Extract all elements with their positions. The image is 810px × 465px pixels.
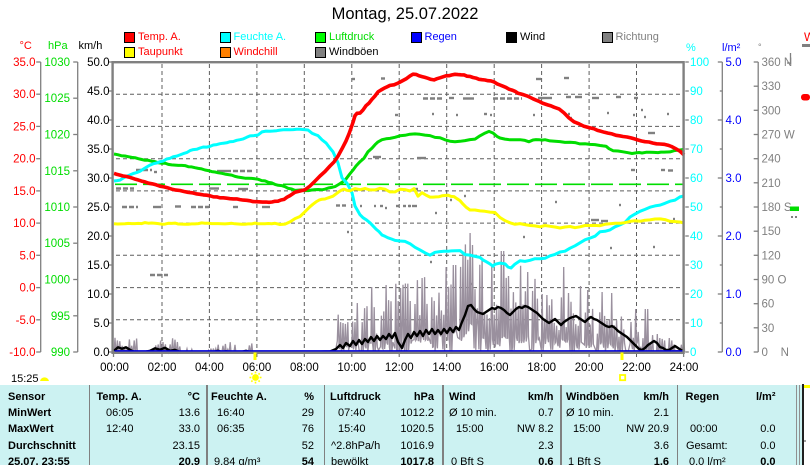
- svg-text:1.0: 1.0: [726, 289, 742, 301]
- svg-text:10: 10: [690, 318, 703, 330]
- svg-text:10.0: 10.0: [13, 218, 35, 230]
- svg-text:270 W: 270 W: [762, 130, 795, 142]
- svg-text:0.0: 0.0: [726, 347, 742, 359]
- svg-text:45.0: 45.0: [87, 86, 109, 98]
- svg-text:15:25: 15:25: [11, 373, 39, 385]
- svg-text:1030: 1030: [44, 57, 70, 69]
- svg-text:12:00: 12:00: [385, 362, 414, 374]
- svg-text:04:00: 04:00: [195, 362, 224, 374]
- svg-text:180 S: 180 S: [762, 202, 792, 214]
- svg-text:150: 150: [762, 226, 781, 238]
- svg-text:40: 40: [690, 231, 703, 243]
- svg-text:22:00: 22:00: [622, 362, 651, 374]
- svg-text:40.0: 40.0: [87, 115, 109, 127]
- svg-text:06:00: 06:00: [242, 362, 271, 374]
- svg-text:90 O: 90 O: [762, 275, 787, 287]
- svg-text:-10.0: -10.0: [9, 347, 35, 359]
- svg-text:4.0: 4.0: [726, 115, 742, 127]
- svg-text:00:00: 00:00: [100, 362, 129, 374]
- svg-text:-5.0: -5.0: [16, 315, 36, 327]
- svg-text:995: 995: [51, 311, 70, 323]
- svg-text:30: 30: [690, 260, 703, 272]
- svg-text:08:00: 08:00: [290, 362, 319, 374]
- svg-text:60: 60: [762, 299, 775, 311]
- svg-text:15.0: 15.0: [13, 186, 35, 198]
- svg-text:2.0: 2.0: [726, 231, 742, 243]
- svg-text:25.0: 25.0: [13, 121, 35, 133]
- svg-text:15.0: 15.0: [87, 260, 109, 272]
- svg-text:240: 240: [762, 154, 781, 166]
- svg-text:300: 300: [762, 105, 781, 117]
- svg-text:35.0: 35.0: [13, 57, 35, 69]
- svg-text:100: 100: [690, 57, 709, 69]
- svg-text:20.0: 20.0: [13, 154, 35, 166]
- svg-text:1000: 1000: [44, 275, 70, 287]
- svg-text:990: 990: [51, 347, 70, 359]
- svg-text:20:00: 20:00: [575, 362, 604, 374]
- svg-text:0 N: 0 N: [762, 347, 789, 359]
- svg-text:35.0: 35.0: [87, 144, 109, 156]
- svg-text:90: 90: [690, 86, 703, 98]
- svg-text:1010: 1010: [44, 202, 70, 214]
- svg-text:1015: 1015: [44, 166, 70, 178]
- svg-text:1020: 1020: [44, 130, 70, 142]
- svg-text:50.0: 50.0: [87, 57, 109, 69]
- svg-text:30: 30: [762, 323, 775, 335]
- svg-text:02:00: 02:00: [148, 362, 177, 374]
- svg-text:5.0: 5.0: [726, 57, 742, 69]
- svg-text:0.0: 0.0: [94, 347, 110, 359]
- svg-text:10.0: 10.0: [87, 289, 109, 301]
- svg-text:30.0: 30.0: [87, 173, 109, 185]
- svg-text:0: 0: [690, 347, 696, 359]
- svg-text:16:00: 16:00: [480, 362, 509, 374]
- svg-text:120: 120: [762, 250, 781, 262]
- svg-text:210: 210: [762, 178, 781, 190]
- svg-text:10:00: 10:00: [337, 362, 366, 374]
- svg-text:25.0: 25.0: [87, 202, 109, 214]
- svg-text:W: W: [804, 32, 810, 44]
- svg-text:24:00: 24:00: [670, 362, 699, 374]
- svg-text:3.0: 3.0: [726, 173, 742, 185]
- svg-text:5.0: 5.0: [20, 250, 36, 262]
- svg-text:1025: 1025: [44, 93, 70, 105]
- svg-text:20: 20: [690, 289, 703, 301]
- svg-text:5.0: 5.0: [94, 318, 110, 330]
- svg-text:14:00: 14:00: [432, 362, 461, 374]
- svg-text:20.0: 20.0: [87, 231, 109, 243]
- svg-text:30.0: 30.0: [13, 89, 35, 101]
- svg-text:50: 50: [690, 202, 703, 214]
- svg-text:60: 60: [690, 173, 703, 185]
- svg-text:70: 70: [690, 144, 703, 156]
- svg-text:0.0: 0.0: [20, 283, 36, 295]
- svg-text:80: 80: [690, 115, 703, 127]
- svg-text:330: 330: [762, 81, 781, 93]
- svg-text:18:00: 18:00: [527, 362, 556, 374]
- svg-text:360 N: 360 N: [762, 57, 793, 69]
- svg-text:1005: 1005: [44, 238, 70, 250]
